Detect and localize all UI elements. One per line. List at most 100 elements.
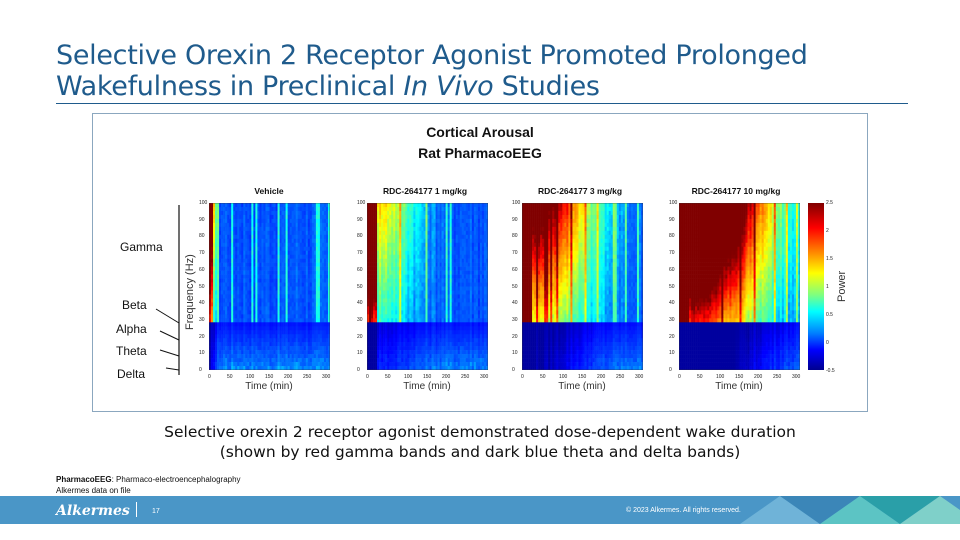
panel-title-10mg: RDC-264177 10 mg/kg — [666, 186, 806, 196]
freq-tick: 90 — [669, 217, 675, 223]
freq-tick: 10 — [357, 350, 363, 356]
panel-title-3mg: RDC-264177 3 mg/kg — [510, 186, 650, 196]
caption-line1: Selective orexin 2 receptor agonist demo… — [140, 422, 820, 442]
colorbar-tick: 2 — [826, 228, 829, 234]
time-tick: 0 — [521, 374, 524, 380]
freq-tick: 50 — [669, 284, 675, 290]
freq-tick: 50 — [357, 284, 363, 290]
freq-tick: 100 — [512, 200, 520, 206]
freq-tick: 70 — [357, 250, 363, 256]
freq-tick: 50 — [512, 284, 518, 290]
band-label-alpha: Alpha — [116, 322, 147, 336]
colorbar-tick: 0 — [826, 340, 829, 346]
time-tick: 150 — [735, 374, 743, 380]
time-tick: 200 — [284, 374, 292, 380]
power-colorbar — [808, 203, 824, 370]
slide-title-line2: Wakefulness in Preclinical In Vivo Studi… — [56, 71, 916, 102]
title-line2-a: Wakefulness in Preclinical — [56, 71, 403, 102]
colorbar-tick: 1 — [826, 284, 829, 290]
time-tick: 300 — [480, 374, 488, 380]
freq-tick: 40 — [512, 300, 518, 306]
footer-separator — [136, 502, 137, 517]
footnote-source: Alkermes data on file — [56, 485, 241, 496]
time-tick: 300 — [792, 374, 800, 380]
copyright-text: © 2023 Alkermes. All rights reserved. — [626, 507, 741, 514]
time-axis-label-2: Time (min) — [372, 381, 482, 392]
freq-tick: 40 — [669, 300, 675, 306]
freq-tick: 100 — [199, 200, 207, 206]
time-tick: 100 — [404, 374, 412, 380]
band-label-theta: Theta — [116, 344, 147, 358]
freq-tick: 20 — [199, 334, 205, 340]
freq-tick: 60 — [669, 267, 675, 273]
time-axis-label-1: Time (min) — [214, 381, 324, 392]
spectrogram-vehicle — [209, 203, 330, 370]
slide-title-line1: Selective Orexin 2 Receptor Agonist Prom… — [56, 40, 916, 71]
band-label-beta: Beta — [122, 298, 147, 312]
footnote: PharmacoEEG: Pharmaco-electroencephalogr… — [56, 474, 241, 496]
freq-tick: 70 — [512, 250, 518, 256]
freq-tick: 0 — [512, 367, 515, 373]
freq-tick: 0 — [669, 367, 672, 373]
freq-tick: 80 — [512, 233, 518, 239]
freq-tick: 60 — [512, 267, 518, 273]
freq-tick: 100 — [357, 200, 365, 206]
time-tick: 300 — [322, 374, 330, 380]
power-axis-label: Power — [836, 271, 848, 302]
freq-tick: 80 — [199, 233, 205, 239]
freq-tick: 10 — [512, 350, 518, 356]
colorbar-tick: 2.5 — [826, 200, 833, 206]
panel-title-vehicle: Vehicle — [199, 186, 339, 196]
band-bracket — [146, 203, 186, 378]
band-label-delta: Delta — [117, 367, 145, 381]
freq-tick: 30 — [199, 317, 205, 323]
time-tick: 100 — [716, 374, 724, 380]
freq-tick: 40 — [199, 300, 205, 306]
time-tick: 150 — [578, 374, 586, 380]
freq-tick: 60 — [199, 267, 205, 273]
time-tick: 0 — [678, 374, 681, 380]
time-tick: 150 — [265, 374, 273, 380]
freq-tick: 30 — [669, 317, 675, 323]
time-tick: 150 — [423, 374, 431, 380]
figure-title-line1: Cortical Arousal — [0, 124, 960, 140]
time-tick: 0 — [208, 374, 211, 380]
spectrogram-1mg — [367, 203, 488, 370]
freq-tick: 60 — [357, 267, 363, 273]
spectrogram-3mg — [522, 203, 643, 370]
freq-tick: 90 — [357, 217, 363, 223]
freq-tick: 10 — [199, 350, 205, 356]
panel-title-1mg: RDC-264177 1 mg/kg — [355, 186, 495, 196]
figure-title-line2: Rat PharmacoEEG — [0, 145, 960, 161]
time-tick: 50 — [385, 374, 391, 380]
freq-tick: 70 — [669, 250, 675, 256]
footer-decoration — [740, 496, 960, 524]
time-tick: 250 — [616, 374, 624, 380]
colorbar-tick: 0.5 — [826, 312, 833, 318]
time-axis-label-3: Time (min) — [527, 381, 637, 392]
figure-caption: Selective orexin 2 receptor agonist demo… — [140, 422, 820, 462]
footnote-abbrev: PharmacoEEG — [56, 475, 112, 484]
freq-tick: 20 — [669, 334, 675, 340]
time-tick: 200 — [754, 374, 762, 380]
freq-tick: 100 — [669, 200, 677, 206]
freq-tick: 10 — [669, 350, 675, 356]
freq-tick: 90 — [512, 217, 518, 223]
title-divider — [56, 103, 908, 104]
freq-tick: 20 — [512, 334, 518, 340]
title-line2-em: In Vivo — [403, 71, 493, 102]
alkermes-logo: Alkermes — [56, 503, 130, 519]
freq-tick: 0 — [199, 367, 202, 373]
footnote-definition: : Pharmaco-electroencephalography — [112, 475, 241, 484]
freq-tick: 40 — [357, 300, 363, 306]
time-tick: 100 — [246, 374, 254, 380]
freq-tick: 90 — [199, 217, 205, 223]
freq-tick: 0 — [357, 367, 360, 373]
freq-tick: 20 — [357, 334, 363, 340]
colorbar-tick: 1.5 — [826, 256, 833, 262]
time-tick: 50 — [697, 374, 703, 380]
time-axis-label-4: Time (min) — [684, 381, 794, 392]
time-tick: 0 — [366, 374, 369, 380]
time-tick: 50 — [227, 374, 233, 380]
time-tick: 300 — [635, 374, 643, 380]
